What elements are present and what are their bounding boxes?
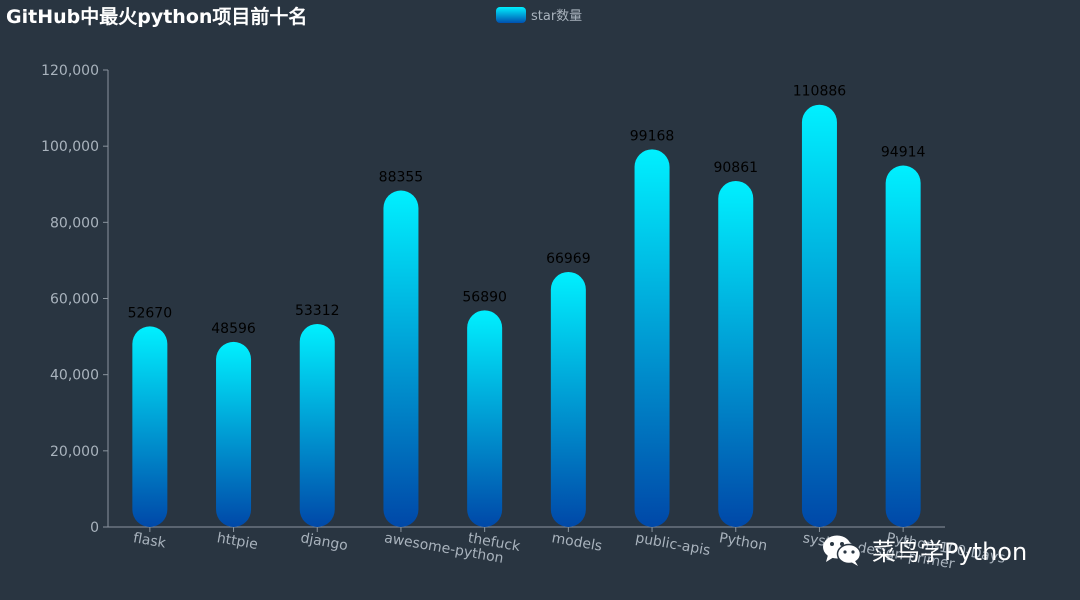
bar-Python[interactable] bbox=[718, 180, 754, 528]
watermark: 菜鸟学Python bbox=[822, 532, 1027, 567]
wechat-icon bbox=[823, 535, 862, 566]
bar-value-label: 110886 bbox=[793, 84, 847, 100]
bar-public-apis[interactable] bbox=[634, 149, 670, 527]
bar-awesome-python[interactable] bbox=[383, 190, 419, 527]
bar-value-label: 94914 bbox=[881, 145, 926, 161]
legend-swatch bbox=[496, 6, 526, 23]
y-tick-label: 0 bbox=[90, 520, 99, 536]
y-tick-label: 100,000 bbox=[41, 139, 99, 155]
bar-value-label: 88355 bbox=[379, 170, 424, 186]
x-tick-label: django bbox=[299, 530, 349, 554]
bar-flask[interactable] bbox=[132, 326, 168, 527]
bar-value-label: 53312 bbox=[295, 303, 340, 319]
bar-Python-100-Days[interactable] bbox=[885, 165, 921, 528]
bar-value-label: 52670 bbox=[128, 305, 173, 321]
legend-label: star数量 bbox=[531, 9, 583, 24]
watermark-text: 菜鸟学Python bbox=[872, 538, 1028, 566]
y-tick-label: 80,000 bbox=[50, 215, 99, 231]
bar-value-label: 99168 bbox=[630, 128, 675, 144]
x-tick-label: httpie bbox=[216, 530, 259, 553]
y-tick-label: 60,000 bbox=[50, 292, 99, 308]
bar-value-label: 56890 bbox=[462, 289, 507, 305]
bar-value-label: 66969 bbox=[546, 251, 591, 267]
x-tick-label: models bbox=[550, 530, 603, 555]
chart-title: GitHub中最火python项目前十名 bbox=[6, 6, 308, 28]
bar-system-design-primer[interactable] bbox=[801, 104, 837, 527]
x-tick-label: public-apis bbox=[634, 530, 711, 559]
y-tick-label: 20,000 bbox=[50, 444, 99, 460]
bar-thefuck[interactable] bbox=[467, 310, 503, 527]
legend[interactable]: star数量 bbox=[496, 5, 582, 24]
bar-models[interactable] bbox=[550, 271, 586, 527]
bar-value-label: 90861 bbox=[713, 160, 758, 176]
bar-django[interactable] bbox=[299, 323, 335, 527]
x-tick-label: Python bbox=[718, 530, 769, 554]
bar-httpie[interactable] bbox=[216, 341, 252, 527]
bar-value-label: 48596 bbox=[211, 321, 256, 337]
x-tick-label: flask bbox=[132, 530, 168, 552]
y-tick-label: 120,000 bbox=[41, 63, 99, 79]
y-tick-label: 40,000 bbox=[50, 368, 99, 384]
